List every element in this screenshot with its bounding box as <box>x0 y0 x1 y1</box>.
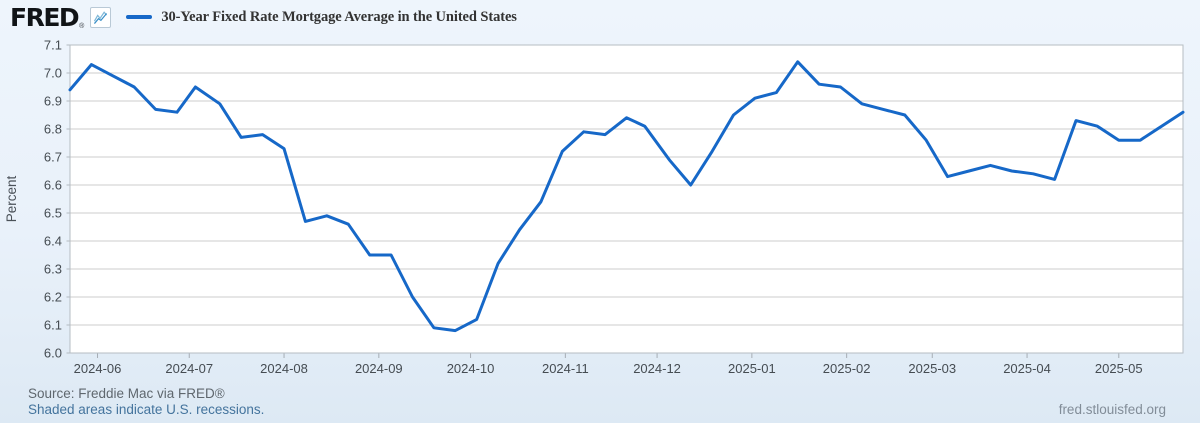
svg-text:2025-03: 2025-03 <box>908 361 956 376</box>
svg-text:2025-02: 2025-02 <box>823 361 871 376</box>
svg-text:6.4: 6.4 <box>44 234 62 249</box>
recession-note-link[interactable]: Shaded areas indicate U.S. recessions. <box>28 402 265 418</box>
svg-text:2024-10: 2024-10 <box>447 361 495 376</box>
svg-text:6.1: 6.1 <box>44 318 62 333</box>
chart-footer: Source: Freddie Mac via FRED® Shaded are… <box>0 379 1200 423</box>
legend-line-icon <box>126 15 153 19</box>
svg-text:2024-06: 2024-06 <box>74 361 122 376</box>
svg-text:6.7: 6.7 <box>44 150 62 165</box>
svg-text:2025-04: 2025-04 <box>1003 361 1051 376</box>
svg-text:2024-07: 2024-07 <box>165 361 213 376</box>
svg-text:2025-01: 2025-01 <box>728 361 776 376</box>
chart-header: FRED ® 30-Year Fixed Rate Mortgage Avera… <box>0 0 1200 34</box>
svg-text:2024-12: 2024-12 <box>633 361 681 376</box>
fred-logo[interactable]: FRED <box>10 2 80 32</box>
svg-text:2024-11: 2024-11 <box>542 361 589 376</box>
svg-text:6.5: 6.5 <box>44 206 62 221</box>
svg-text:6.8: 6.8 <box>44 122 62 137</box>
svg-text:7.1: 7.1 <box>44 38 62 53</box>
svg-text:Percent: Percent <box>4 175 19 222</box>
svg-text:6.0: 6.0 <box>44 346 62 361</box>
fred-site-link[interactable]: fred.stlouisfed.org <box>1058 402 1166 418</box>
source-attribution: Source: Freddie Mac via FRED® <box>28 386 225 402</box>
svg-text:2024-09: 2024-09 <box>355 361 403 376</box>
svg-text:7.0: 7.0 <box>44 66 62 81</box>
fred-sparkline-icon <box>90 6 112 28</box>
svg-text:6.3: 6.3 <box>44 262 62 277</box>
svg-text:2025-05: 2025-05 <box>1095 361 1143 376</box>
registered-trademark: ® <box>79 23 85 30</box>
svg-text:6.2: 6.2 <box>44 290 62 305</box>
svg-text:2024-08: 2024-08 <box>260 361 308 376</box>
series-title: 30-Year Fixed Rate Mortgage Average in t… <box>161 8 517 25</box>
svg-text:6.6: 6.6 <box>44 178 62 193</box>
svg-text:6.9: 6.9 <box>44 94 62 109</box>
